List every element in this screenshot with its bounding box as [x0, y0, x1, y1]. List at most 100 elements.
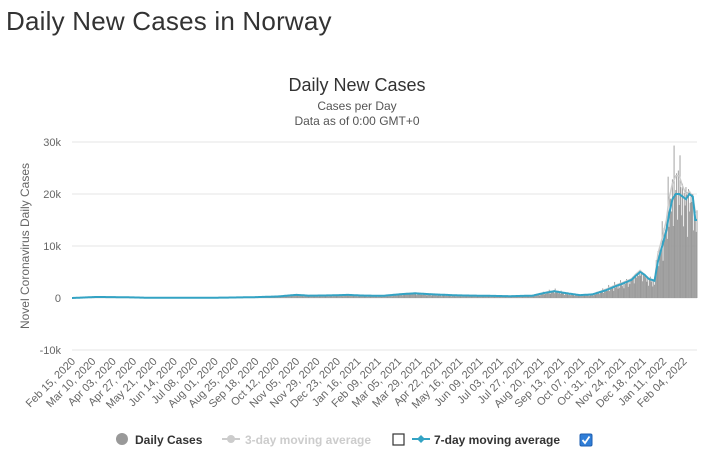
daily-cases-bar	[405, 293, 407, 298]
daily-cases-bar	[413, 293, 415, 298]
daily-cases-bar	[610, 288, 612, 298]
daily-cases-bar	[398, 294, 400, 298]
daily-cases-bar	[494, 296, 496, 298]
daily-cases-bar	[333, 295, 335, 298]
daily-cases-bar	[297, 295, 299, 298]
daily-cases-bar	[633, 283, 635, 298]
daily-cases-bar	[686, 192, 688, 298]
daily-cases-bar	[540, 293, 542, 298]
daily-cases-bar	[496, 296, 498, 298]
daily-cases-bar	[406, 294, 408, 298]
daily-cases-bar	[362, 296, 364, 298]
daily-cases-bar	[372, 295, 374, 298]
daily-cases-bar	[463, 295, 464, 298]
daily-cases-bar	[694, 211, 695, 298]
daily-cases-bar	[364, 295, 366, 298]
daily-cases-bar	[546, 292, 548, 298]
daily-cases-bar	[694, 219, 696, 298]
daily-cases-bar	[523, 296, 525, 298]
daily-cases-bar	[432, 295, 434, 298]
daily-cases-bar	[515, 296, 517, 298]
daily-cases-bar	[423, 293, 425, 298]
daily-cases-bar	[657, 251, 659, 298]
daily-cases-bar	[288, 295, 289, 298]
daily-cases-bar	[470, 295, 472, 298]
daily-cases-bar	[572, 294, 574, 298]
daily-cases-bar	[449, 295, 451, 298]
daily-cases-bar	[682, 183, 684, 298]
daily-cases-bar	[502, 296, 504, 298]
daily-cases-bar	[510, 296, 512, 298]
daily-cases-bar	[416, 295, 418, 298]
7day-average-checkbox[interactable]	[579, 433, 593, 447]
daily-cases-bar	[667, 176, 669, 298]
legend-item-3day-average[interactable]: 3-day moving average	[222, 433, 371, 447]
daily-cases-bar	[289, 295, 291, 298]
daily-cases-bar	[599, 291, 601, 298]
daily-cases-bar	[455, 296, 457, 298]
chart-subtitle: Cases per Day	[317, 99, 396, 113]
daily-cases-bar	[695, 231, 697, 298]
daily-cases-bar	[552, 291, 554, 298]
daily-cases-bar	[529, 296, 531, 298]
daily-cases-bar	[352, 295, 354, 298]
daily-cases-bar	[538, 293, 540, 298]
daily-cases-bar	[660, 251, 662, 298]
daily-cases-bar	[568, 295, 570, 298]
daily-cases-bar	[468, 295, 470, 298]
daily-cases-bar	[534, 294, 536, 298]
daily-cases-bar	[591, 294, 593, 298]
daily-cases-bar	[672, 226, 674, 298]
daily-cases-bar	[669, 197, 671, 298]
daily-cases-bar	[353, 295, 355, 298]
daily-cases-bar	[411, 293, 413, 298]
daily-cases-bar	[659, 247, 661, 298]
daily-cases-bar	[350, 295, 351, 298]
daily-cases-bar	[622, 282, 624, 298]
daily-cases-bar	[675, 190, 677, 298]
daily-cases-bar	[351, 294, 353, 298]
daily-cases-bar	[652, 286, 654, 298]
daily-cases-bar	[531, 295, 533, 298]
daily-cases-bar	[368, 296, 370, 298]
legend-item-daily-cases[interactable]: Daily Cases	[116, 433, 203, 447]
daily-cases-bar	[338, 296, 340, 298]
daily-cases-bar	[628, 279, 630, 298]
daily-cases-bar	[290, 295, 292, 298]
daily-cases-bar	[607, 290, 609, 298]
daily-cases-bar	[287, 295, 289, 298]
daily-cases-bar	[537, 294, 539, 298]
daily-cases-bar	[651, 279, 653, 298]
daily-cases-bar	[648, 285, 650, 298]
daily-cases-bar	[321, 295, 323, 298]
daily-cases-bar	[564, 295, 565, 298]
3day-average-checkbox[interactable]	[392, 433, 405, 446]
daily-cases-bar	[402, 293, 404, 298]
daily-cases-bar	[282, 296, 284, 298]
daily-cases-bar	[603, 289, 605, 298]
daily-cases-bar	[358, 295, 360, 298]
daily-cases-bar	[670, 198, 672, 298]
daily-cases-bar	[671, 211, 672, 298]
daily-cases-bar	[460, 295, 462, 298]
daily-cases-bar	[366, 295, 368, 298]
daily-cases-bar	[452, 295, 454, 298]
daily-cases-bar	[642, 281, 644, 298]
daily-cases-bar	[677, 170, 679, 298]
daily-cases-bar	[435, 295, 436, 298]
daily-cases-bar	[428, 294, 430, 298]
daily-cases-bar	[294, 294, 295, 298]
daily-cases-bar	[587, 295, 588, 298]
daily-cases-bar	[466, 295, 468, 298]
y-tick-label: 30k	[43, 137, 61, 149]
daily-cases-bar	[683, 192, 685, 298]
daily-cases-bar	[626, 279, 627, 298]
daily-cases-bar	[539, 295, 541, 298]
daily-cases-bar	[541, 293, 543, 298]
daily-cases-bar	[288, 296, 290, 298]
daily-cases-bar	[317, 296, 319, 298]
legend-item-7day-average[interactable]: 7-day moving average	[412, 433, 560, 447]
daily-cases-bar	[577, 295, 579, 298]
daily-cases-bar	[603, 292, 605, 298]
daily-cases-bar	[485, 296, 487, 298]
